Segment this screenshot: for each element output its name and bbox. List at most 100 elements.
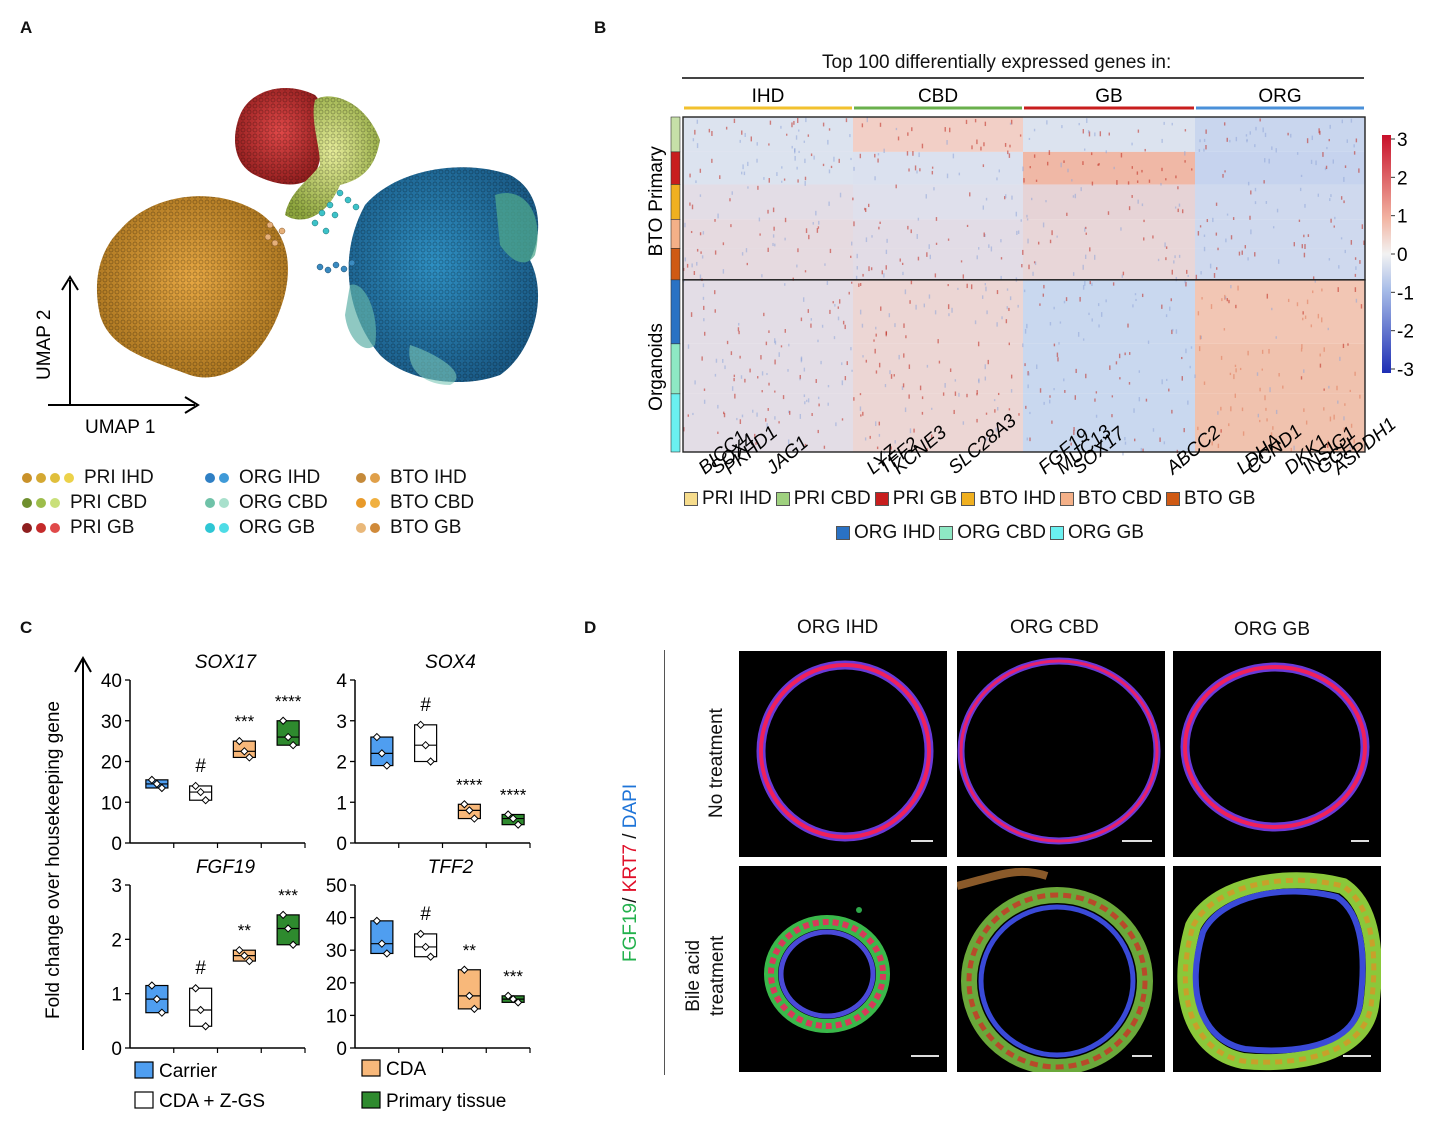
data-point-marker	[191, 984, 200, 993]
colorbar-tick: -2	[1397, 322, 1414, 343]
heatmap-block	[683, 219, 853, 249]
y-tick-label: 30	[326, 941, 347, 962]
stain-fgf19: FGF19	[620, 902, 641, 962]
y-tick-label: 40	[326, 909, 347, 930]
data-point-marker	[421, 740, 430, 750]
col-header-org-ihd: ORG IHD	[797, 617, 879, 638]
col-header-org-cbd: ORG CBD	[1010, 617, 1099, 638]
umap-plot: UMAP 2 UMAP 1	[34, 87, 539, 438]
data-point-marker	[278, 910, 288, 920]
umap-axis-x-label: UMAP 1	[85, 417, 155, 438]
data-point-marker	[470, 814, 479, 823]
box-2	[457, 969, 481, 1010]
significance-label: ***	[278, 886, 298, 905]
heatmap-title: Top 100 differentially expressed genes i…	[822, 52, 1172, 73]
umap-legend-item: BTO CBD	[356, 492, 474, 514]
y-tick-label: 20	[101, 753, 122, 774]
y-tick-label: 1	[336, 793, 347, 814]
heatmap-legend-row1: PRI IHD PRI CBD PRI GB BTO IHD BTO CBD BTO GB	[684, 488, 1259, 510]
row-annotation-bar	[670, 151, 681, 185]
heatmap-block	[853, 219, 1023, 249]
significance-label: #	[420, 904, 431, 925]
legend-dot-icon	[22, 498, 32, 508]
significance-label: **	[238, 921, 252, 940]
legend-dot-icon	[370, 498, 380, 508]
boxplot-legend-label: Primary tissue	[386, 1091, 506, 1112]
legend-dot-icon	[356, 473, 366, 483]
heatmap: IHD CBD GB ORG Primary BTO Organoids 3 2 1 0 -1 -2 -3…	[646, 86, 1414, 479]
legend-dot-icon	[370, 523, 380, 533]
data-point-marker	[372, 916, 382, 926]
y-tick-label: 20	[326, 974, 347, 995]
significance-label: #	[195, 756, 206, 777]
y-tick-label: 3	[336, 712, 347, 733]
data-point-marker	[377, 939, 387, 948]
legend-swatch-icon	[836, 526, 850, 540]
heatmap-block	[1195, 343, 1365, 394]
heatmap-block	[1023, 343, 1195, 394]
data-point-marker	[416, 720, 425, 730]
y-tick-label: 30	[101, 712, 122, 733]
data-point-marker	[240, 747, 249, 756]
y-tick-label: 1	[111, 985, 122, 1006]
y-tick-label: 2	[111, 930, 122, 951]
data-point-marker	[147, 775, 157, 785]
heatmap-legend-label: PRI IHD	[702, 488, 772, 509]
umap-legend-label: PRI CBD	[70, 492, 148, 513]
y-tick-label: 2	[336, 753, 347, 774]
boxplot-legend-swatch-icon	[134, 1091, 154, 1109]
heatmap-block	[853, 117, 1023, 152]
heatmap-block	[1195, 279, 1365, 344]
heatmap-block	[683, 184, 853, 220]
heatmap-block	[853, 343, 1023, 394]
legend-dot-icon	[219, 498, 229, 508]
boxplot-legend-label: CDA + Z-GS	[159, 1091, 265, 1112]
data-point-marker	[201, 796, 210, 805]
data-point-marker	[503, 810, 513, 819]
umap-legend-label: BTO GB	[390, 517, 462, 538]
row-annotation-bar	[670, 184, 681, 220]
y-tick-label: 0	[111, 834, 122, 855]
umap-legend-label: PRI GB	[70, 517, 135, 538]
heatmap-legend-label: PRI GB	[892, 488, 958, 509]
umap-legend-label: ORG GB	[239, 517, 316, 538]
y-tick-label: 50	[326, 876, 347, 897]
col-header-org-gb: ORG GB	[1234, 619, 1311, 640]
data-point-marker	[283, 924, 293, 933]
data-point-marker	[465, 806, 474, 815]
data-point-marker	[196, 787, 205, 797]
y-tick-label: 3	[111, 876, 122, 897]
data-point-marker	[245, 956, 254, 966]
umap-legend-item: PRI GB	[22, 517, 134, 539]
data-point-marker	[382, 949, 392, 958]
umap-legend-item: BTO GB	[356, 517, 461, 539]
colorbar-tick: 1	[1397, 207, 1408, 228]
heatmap-block	[1023, 248, 1195, 280]
heatmap-block	[683, 393, 853, 452]
data-point-marker	[460, 800, 469, 809]
data-point-marker	[508, 814, 518, 823]
legend-dot-icon	[205, 523, 215, 533]
data-point-marker	[421, 942, 430, 952]
row-group-label: BTO	[646, 218, 667, 257]
umap-legend-label: PRI IHD	[84, 467, 154, 488]
umap-legend-label: BTO IHD	[390, 467, 467, 488]
row-annotation-bar	[670, 248, 681, 281]
boxplot-title: SOX4	[425, 652, 476, 673]
micrograph-ihd-bile-acid	[739, 866, 947, 1072]
colorbar-tick: -3	[1397, 360, 1414, 381]
legend-dot-icon	[50, 498, 60, 508]
significance-label: ****	[500, 785, 527, 804]
micrograph-gb-bile-acid	[1173, 866, 1381, 1072]
panel-label-b: B	[594, 18, 607, 37]
heatmap-block	[1023, 151, 1195, 185]
legend-dot-icon	[370, 473, 380, 483]
heatmap-block	[1195, 393, 1365, 452]
y-axis-arrow	[74, 655, 92, 1050]
legend-dot-icon	[36, 523, 46, 533]
heatmap-legend-label: ORG GB	[1067, 522, 1144, 543]
row-annotation-bar	[670, 219, 681, 249]
data-point-marker	[372, 732, 382, 742]
data-point-marker	[288, 740, 298, 750]
